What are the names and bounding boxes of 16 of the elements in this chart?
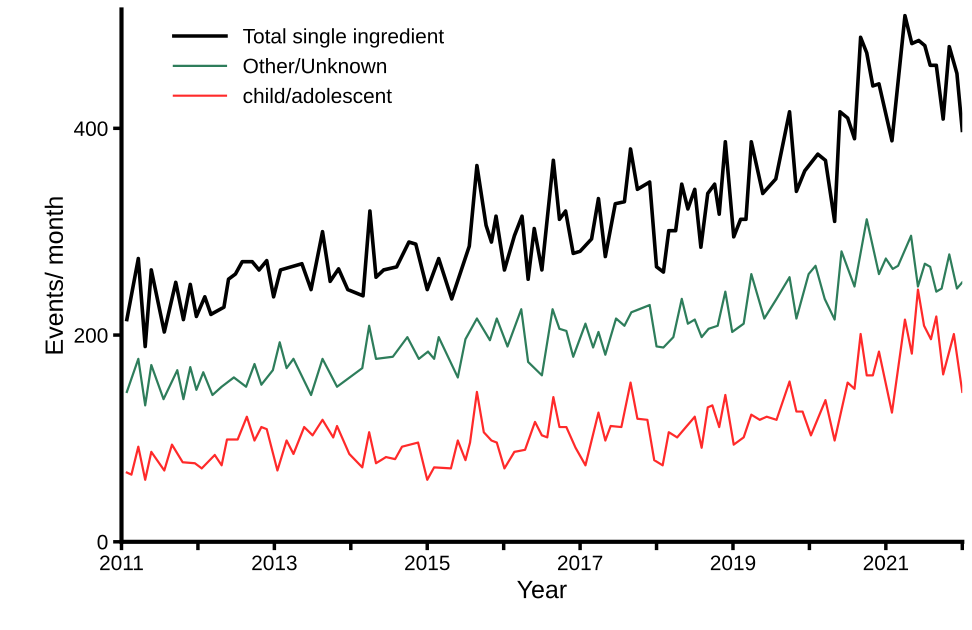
legend-label: Total single ingredient xyxy=(243,28,444,48)
x-axis-title: Year xyxy=(517,580,567,598)
x-tick-label: 2015 xyxy=(405,556,450,570)
legend-label: Other/Unknown xyxy=(244,58,386,74)
y-tick-label: 0 xyxy=(98,534,108,550)
y-tick-label: 400 xyxy=(74,121,108,136)
x-tick-label: 2021 xyxy=(864,556,908,570)
legend-label: child/adolescent xyxy=(244,88,392,104)
x-tick-label: 2019 xyxy=(710,556,756,570)
y-axis-title: Events/ month xyxy=(44,197,64,354)
x-tick-label: 2011 xyxy=(100,556,143,570)
line-series xyxy=(126,218,962,406)
line-series xyxy=(126,288,962,481)
x-tick-label: 2017 xyxy=(558,556,602,570)
y-tick-label: 200 xyxy=(74,328,108,343)
x-tick-label: 2013 xyxy=(252,556,297,570)
